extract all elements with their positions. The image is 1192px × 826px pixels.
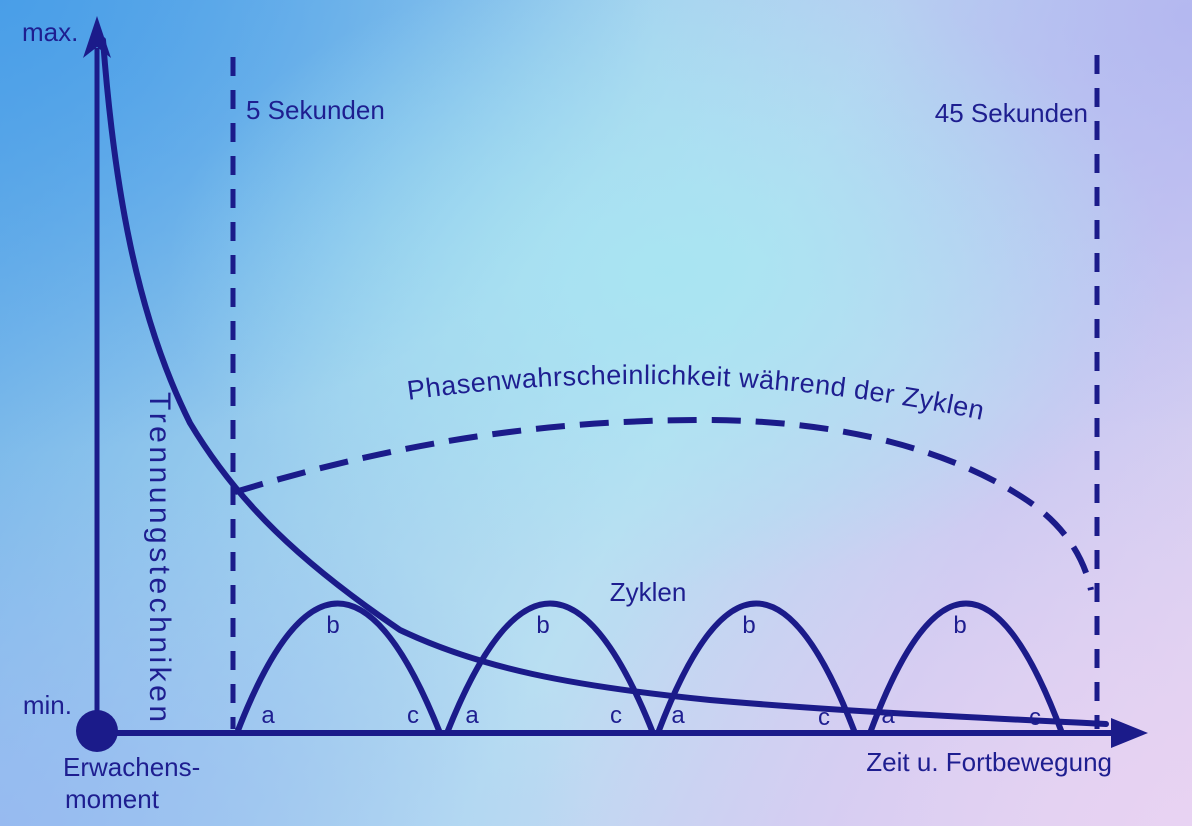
cycle-1-phase-c-label: c (407, 702, 419, 729)
cycle-3-phase-c-label: c (818, 704, 830, 731)
cycle-arc-3 (655, 600, 858, 736)
cycle-arc-2 (444, 600, 656, 736)
cycle-4-phase-a-label: a (881, 702, 895, 729)
cycle-arc-1 (234, 600, 443, 736)
cycle-1-labels: a b c (261, 612, 419, 729)
cycle-2-phase-c-label: c (610, 702, 622, 729)
cycle-4-phase-c-label: c (1029, 704, 1041, 731)
cycle-4-labels: a b c (881, 612, 1041, 731)
y-min-label: min. (23, 690, 72, 720)
y-axis-arrowhead-icon (83, 16, 111, 58)
decay-curve (100, 37, 1109, 727)
phase-probability-label: Phasenwahrscheinlichkeit während der Zyk… (405, 360, 987, 426)
origin-label-line2: moment (65, 784, 160, 814)
y-max-label: max. (22, 17, 78, 47)
cycle-4-phase-b-label: b (953, 612, 966, 639)
origin-dot (76, 710, 118, 752)
cycle-2-labels: a b c (465, 612, 622, 729)
x-axis-label: Zeit u. Fortbewegung (866, 747, 1112, 777)
x-axis-arrowhead-icon (1111, 718, 1148, 748)
five-seconds-label: 5 Sekunden (246, 95, 385, 125)
origin-label-line1: Erwachens- (63, 752, 200, 782)
cycle-3-labels: a b c (671, 612, 830, 731)
fortyfive-seconds-label: 45 Sekunden (935, 98, 1088, 128)
y-axis-label: Trennungstechniken (143, 392, 176, 722)
cycles-title-label: Zyklen (610, 577, 687, 607)
cycle-1-phase-b-label: b (326, 612, 339, 639)
cycle-3-phase-a-label: a (671, 702, 685, 729)
cycle-arc-4 (867, 600, 1065, 736)
cycle-1-phase-a-label: a (261, 702, 275, 729)
cycle-3-phase-b-label: b (742, 612, 755, 639)
cycle-2-phase-b-label: b (536, 612, 549, 639)
cycle-2-phase-a-label: a (465, 702, 479, 729)
phase-probability-curve (234, 416, 1094, 591)
